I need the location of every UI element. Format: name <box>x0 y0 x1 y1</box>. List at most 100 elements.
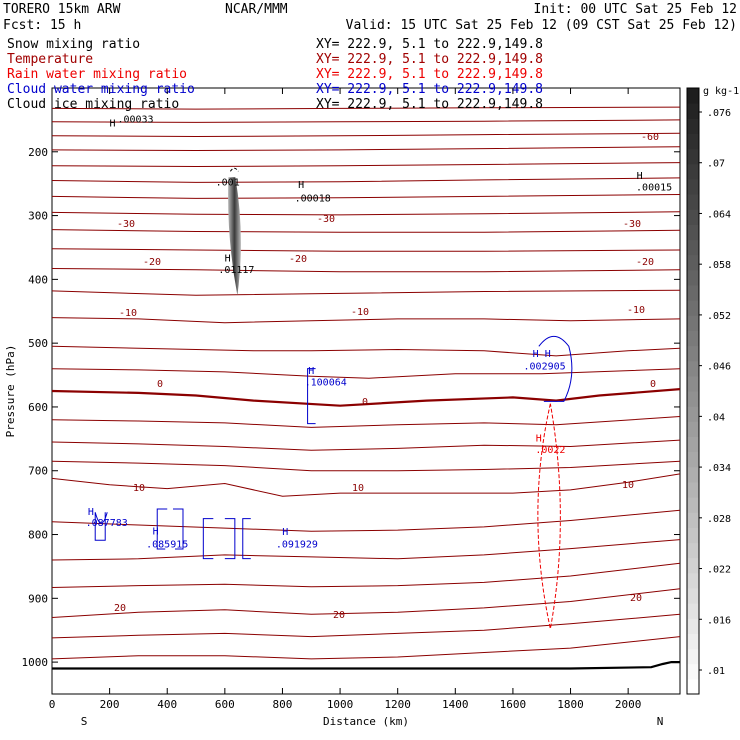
colorbar-swatch-9 <box>687 542 699 559</box>
temperature-label-14: 10 <box>352 483 364 494</box>
legend-xy-cloud-water: XY= 222.9, 5.1 to 222.9,149.8 <box>316 82 543 97</box>
colorbar-swatch-25 <box>687 300 699 316</box>
colorbar-swatch-13 <box>687 481 699 498</box>
cloud-water-contour-1 <box>156 508 184 550</box>
colorbar-swatch-14 <box>687 466 699 483</box>
cloud-water-contour-0 <box>94 512 108 541</box>
colorbar-tick-label-0: .01 <box>707 666 725 677</box>
temperature-label-17: 20 <box>333 610 345 621</box>
header: TORERO 15km ARW NCAR/MMM Init: 00 UTC Sa… <box>3 2 737 33</box>
legend-xy-cloud-ice: XY= 222.9, 5.1 to 222.9,149.8 <box>316 97 543 112</box>
colorbar-tick-label-7: .052 <box>707 311 731 322</box>
temperature-label-0: -60 <box>641 132 659 143</box>
x-tick-label-4: 800 <box>273 698 293 711</box>
colorbar-tick-label-5: .04 <box>707 412 725 423</box>
org-label: NCAR/MMM <box>225 2 288 17</box>
cloud-water-contour-2 <box>202 518 236 560</box>
y-tick-label-3: 500 <box>28 337 48 350</box>
plot-frame <box>51 87 681 695</box>
isotherm-14 <box>51 368 681 379</box>
annotation-9: H <box>308 366 314 377</box>
temperature-label-2: -30 <box>317 214 335 225</box>
colorbar-swatch-38 <box>687 103 699 119</box>
colorbar-swatch-18 <box>687 406 699 422</box>
y-tick-label-6: 800 <box>28 529 48 542</box>
ice-contour <box>229 167 239 172</box>
x-tick-label-9: 1800 <box>557 698 584 711</box>
isotherm-4 <box>51 162 681 168</box>
temperature-label-3: -30 <box>623 219 641 230</box>
x-axis-title: Distance (km) <box>323 715 409 728</box>
annotation-20: .091929 <box>276 539 318 550</box>
colorbar-tick-label-11: .076 <box>707 108 731 119</box>
colorbar-swatch-35 <box>687 148 699 165</box>
annotation-14: .0022 <box>535 445 565 456</box>
colorbar-swatch-10 <box>687 527 699 544</box>
legend-name-cloud-ice: Cloud ice mixing ratio <box>7 97 179 112</box>
annotation-12: .002905 <box>524 361 566 372</box>
temperature-label-12: 0 <box>650 379 656 390</box>
legend-xy-temperature: XY= 222.9, 5.1 to 222.9,149.8 <box>316 52 543 67</box>
colorbar-swatch-20 <box>687 375 699 392</box>
temperature-label-7: -10 <box>119 308 137 319</box>
temperature-label-11: 0 <box>362 397 368 408</box>
isotherm-12 <box>51 317 681 324</box>
annotation-6: .00015 <box>636 183 672 194</box>
colorbar-tick-label-8: .058 <box>707 260 731 271</box>
temperature-label-4: -20 <box>143 257 161 268</box>
annotation-0: H <box>109 118 115 129</box>
legend: Snow mixing ratio XY= 222.9, 5.1 to 222.… <box>7 37 543 112</box>
isotherm-8 <box>51 229 681 233</box>
colorbar-swatch-8 <box>687 557 699 574</box>
annotation-13: H <box>536 433 542 444</box>
isotherm-24 <box>51 613 681 639</box>
colorbar-swatch-11 <box>687 512 699 528</box>
temperature-label-8: -10 <box>351 307 369 318</box>
north-label: N <box>657 715 664 728</box>
colorbar-swatch-19 <box>687 391 699 407</box>
plot-content: H .00033.001 H.00018H.00015H.01117H.100064… <box>51 106 681 670</box>
colorbar-swatch-26 <box>687 284 699 301</box>
colorbar-swatch-32 <box>687 194 699 210</box>
x-tick-label-1: 200 <box>100 698 120 711</box>
x-axis: 0 200 400 600 800 1000 1200 1400 1600 1800 2000 <box>49 88 641 711</box>
colorbar-swatch-29 <box>687 239 699 256</box>
isotherm-23 <box>51 588 681 618</box>
isotherm-0 <box>51 106 681 110</box>
colorbar-swatch-28 <box>687 254 699 271</box>
colorbar-tick-label-6: .046 <box>707 362 731 373</box>
colorbar-swatch-24 <box>687 315 699 331</box>
annotation-3: H <box>298 180 304 191</box>
x-tick-label-0: 0 <box>49 698 56 711</box>
isotherm-18 <box>51 460 681 472</box>
isotherm-6 <box>51 194 681 199</box>
annotation-17: H <box>153 527 159 538</box>
y-tick-label-7: 900 <box>28 592 48 605</box>
colorbar-tick-label-2: .022 <box>707 565 731 576</box>
colorbar-swatch-36 <box>687 133 699 150</box>
isotherm-15 <box>51 388 681 407</box>
colorbar-swatch-15 <box>687 451 699 468</box>
isotherm-10 <box>51 268 681 273</box>
isotherm-22 <box>51 562 681 588</box>
colorbar-swatch-12 <box>687 497 699 513</box>
temperature-label-1: -30 <box>117 219 135 230</box>
isotherm-13 <box>51 345 681 357</box>
south-label: S <box>81 715 88 728</box>
colorbar-swatch-34 <box>687 163 699 180</box>
isotherm-21 <box>51 539 681 561</box>
x-tick-label-7: 1400 <box>442 698 469 711</box>
isotherm-5 <box>51 177 681 183</box>
terrain-line <box>52 661 680 670</box>
colorbar-tick-label-3: .028 <box>707 514 731 525</box>
colorbar-tick-label-4: .034 <box>707 463 731 474</box>
snow-column-shading <box>228 177 241 296</box>
forecast-hour: Fcst: 15 h <box>3 18 81 33</box>
annotation-10: .100064 <box>305 377 347 388</box>
legend-name-snow: Snow mixing ratio <box>7 37 140 52</box>
annotation-7: H <box>225 254 231 265</box>
temperature-label-9: -10 <box>627 305 645 316</box>
isotherm-16 <box>51 416 681 428</box>
